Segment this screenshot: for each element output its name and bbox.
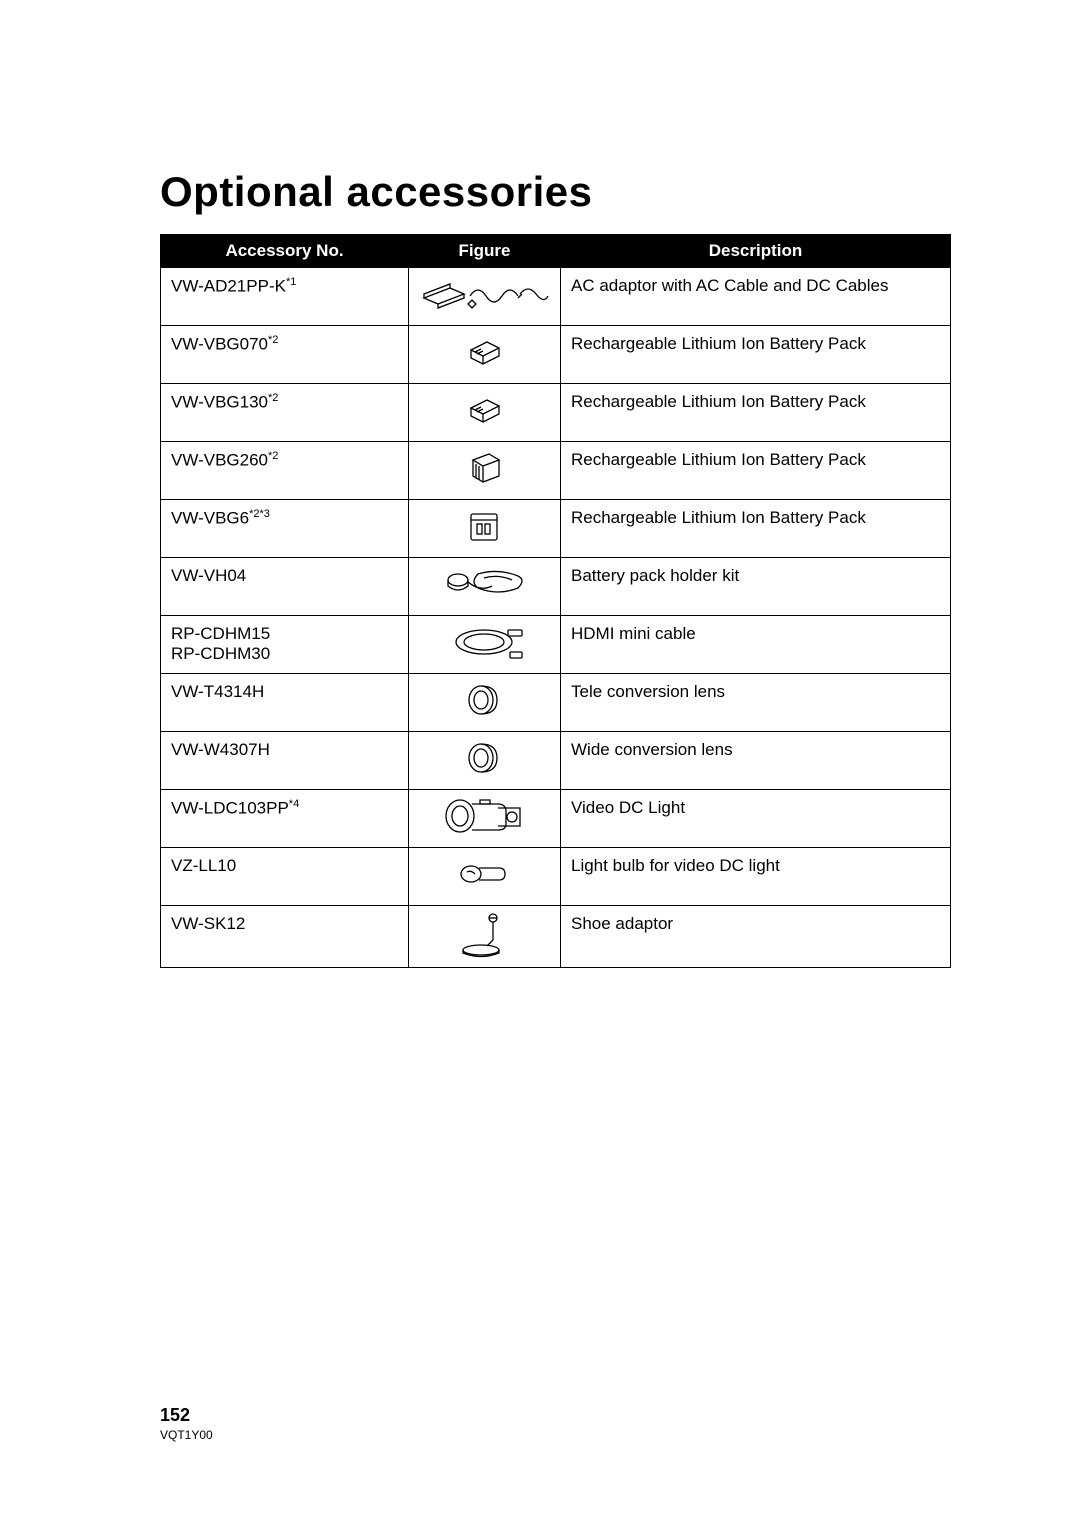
table-row: RP-CDHM15 RP-CDHM30 HDMI mini cable — [161, 616, 951, 674]
accessory-text: VW-SK12 — [171, 914, 245, 933]
page-number: 152 — [160, 1405, 213, 1426]
table-row: VW-VBG260*2 Rechargeable Lithium Ion Bat… — [161, 442, 951, 500]
cell-description: HDMI mini cable — [561, 616, 951, 674]
hdmi-cable-icon — [440, 622, 530, 662]
header-description: Description — [561, 235, 951, 268]
accessory-text: VW-VBG130 — [171, 393, 268, 412]
cell-accessory: VW-T4314H — [161, 674, 409, 732]
table-row: VW-T4314H Tele conversion lens — [161, 674, 951, 732]
cell-accessory: VW-VBG070*2 — [161, 326, 409, 384]
accessory-sup: *4 — [289, 798, 299, 810]
cell-accessory: VW-VBG130*2 — [161, 384, 409, 442]
page-title: Optional accessories — [160, 168, 950, 216]
table-body: VW-AD21PP-K*1 AC adap — [161, 268, 951, 968]
accessory-sup: *2 — [268, 392, 278, 404]
cell-description: Rechargeable Lithium Ion Battery Pack — [561, 384, 951, 442]
cell-description: Tele conversion lens — [561, 674, 951, 732]
cell-accessory: VW-AD21PP-K*1 — [161, 268, 409, 326]
accessory-text: VW-W4307H — [171, 740, 270, 759]
accessory-text: VW-LDC103PP — [171, 799, 289, 818]
page-footer: 152 VQT1Y00 — [160, 1405, 213, 1442]
accessory-text: VZ-LL10 — [171, 856, 236, 875]
table-row: VW-LDC103PP*4 Video DC Light — [161, 790, 951, 848]
battery-med-icon — [465, 450, 505, 486]
cell-figure — [409, 384, 561, 442]
cell-description: Video DC Light — [561, 790, 951, 848]
cell-figure — [409, 906, 561, 968]
battery-small-icon — [465, 336, 505, 368]
table-row: VW-VBG130*2 Rechargeable Lithium Ion Bat… — [161, 384, 951, 442]
cell-accessory: VW-VBG260*2 — [161, 442, 409, 500]
accessory-sup: *1 — [286, 276, 296, 288]
cell-description: Wide conversion lens — [561, 732, 951, 790]
ac-adaptor-icon — [420, 274, 550, 314]
cell-figure — [409, 616, 561, 674]
accessory-text: VW-VBG260 — [171, 451, 268, 470]
accessory-text: VW-VBG070 — [171, 335, 268, 354]
lens-icon — [463, 680, 507, 720]
cell-figure — [409, 732, 561, 790]
cell-description: Rechargeable Lithium Ion Battery Pack — [561, 500, 951, 558]
accessory-text: VW-T4314H — [171, 682, 264, 701]
table-row: VW-VBG6*2*3 Rechargeable Lithium Ion Bat… — [161, 500, 951, 558]
cell-figure — [409, 500, 561, 558]
cell-figure — [409, 674, 561, 732]
cell-accessory: VW-VH04 — [161, 558, 409, 616]
cell-figure — [409, 790, 561, 848]
accessory-sup: *2 — [268, 334, 278, 346]
battery-small-icon — [465, 394, 505, 426]
cell-accessory: VW-W4307H — [161, 732, 409, 790]
table-row: VW-AD21PP-K*1 AC adap — [161, 268, 951, 326]
accessory-text: VW-AD21PP-K — [171, 277, 286, 296]
table-row: VW-W4307H Wide conversion lens — [161, 732, 951, 790]
cell-accessory: VW-LDC103PP*4 — [161, 790, 409, 848]
table-header-row: Accessory No. Figure Description — [161, 235, 951, 268]
shoe-adaptor-icon — [457, 910, 513, 958]
accessory-sup: *2 — [268, 450, 278, 462]
doc-id: VQT1Y00 — [160, 1428, 213, 1442]
accessory-text: RP-CDHM15 RP-CDHM30 — [171, 624, 270, 663]
accessories-table: Accessory No. Figure Description VW-AD21… — [160, 234, 951, 968]
cell-accessory: VW-VBG6*2*3 — [161, 500, 409, 558]
cell-figure — [409, 268, 561, 326]
cell-accessory: VW-SK12 — [161, 906, 409, 968]
cell-description: AC adaptor with AC Cable and DC Cables — [561, 268, 951, 326]
table-row: VW-SK12 Shoe adaptor — [161, 906, 951, 968]
table-row: VZ-LL10 Light bulb for video DC light — [161, 848, 951, 906]
cell-description: Rechargeable Lithium Ion Battery Pack — [561, 326, 951, 384]
header-figure: Figure — [409, 235, 561, 268]
cell-description: Rechargeable Lithium Ion Battery Pack — [561, 442, 951, 500]
cell-accessory: RP-CDHM15 RP-CDHM30 — [161, 616, 409, 674]
accessory-text: VW-VH04 — [171, 566, 246, 585]
cell-figure — [409, 558, 561, 616]
header-accessory: Accessory No. — [161, 235, 409, 268]
cell-figure — [409, 848, 561, 906]
cell-description: Light bulb for video DC light — [561, 848, 951, 906]
table-row: VW-VBG070*2 Rechargeable Lithium Ion Bat… — [161, 326, 951, 384]
cell-figure — [409, 442, 561, 500]
accessory-sup: *2*3 — [249, 508, 270, 520]
lens-icon — [463, 738, 507, 778]
video-light-icon — [440, 794, 530, 838]
page: Optional accessories Accessory No. Figur… — [0, 0, 1080, 1526]
cell-figure — [409, 326, 561, 384]
table-row: VW-VH04 Battery pack holder kit — [161, 558, 951, 616]
holder-kit-icon — [440, 564, 530, 604]
accessory-text: VW-VBG6 — [171, 509, 249, 528]
cell-description: Battery pack holder kit — [561, 558, 951, 616]
bulb-icon — [455, 860, 515, 888]
cell-description: Shoe adaptor — [561, 906, 951, 968]
battery-large-icon — [463, 506, 507, 546]
cell-accessory: VZ-LL10 — [161, 848, 409, 906]
